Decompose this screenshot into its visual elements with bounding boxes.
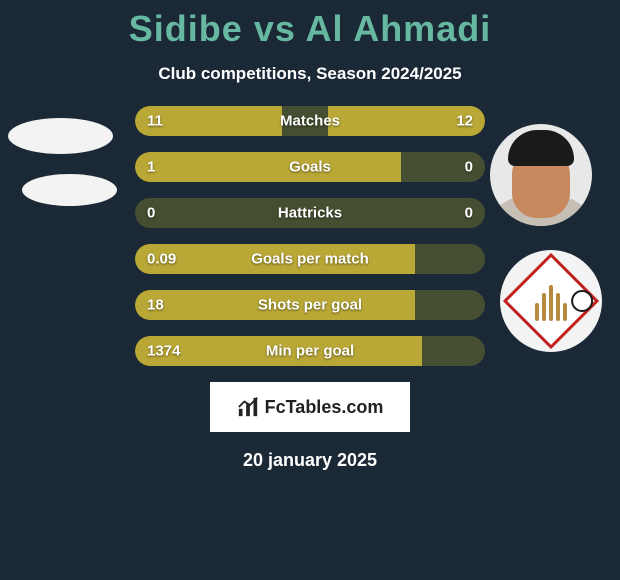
fctables-banner[interactable]: FcTables.com	[210, 382, 410, 432]
stat-label: Shots per goal	[258, 297, 362, 314]
fctables-text: FcTables.com	[265, 397, 384, 418]
stat-label: Goals per match	[251, 251, 369, 268]
stat-label: Hattricks	[278, 205, 342, 222]
date-text: 20 january 2025	[0, 450, 620, 471]
player2-club-badge	[500, 250, 602, 352]
stat-row: 18 Shots per goal	[135, 290, 485, 320]
subtitle: Club competitions, Season 2024/2025	[0, 64, 620, 84]
vs-text: vs	[254, 8, 296, 49]
player2-name: Al Ahmadi	[306, 8, 492, 49]
stat-value-left: 11	[147, 113, 163, 130]
player1-name: Sidibe	[129, 8, 243, 49]
stat-row: 0 0 Hattricks	[135, 198, 485, 228]
stat-row: 0.09 Goals per match	[135, 244, 485, 274]
stat-label: Goals	[289, 159, 331, 176]
stat-value-left: 0.09	[147, 251, 176, 268]
fctables-logo-icon	[237, 396, 259, 418]
stat-value-left: 1	[147, 159, 155, 176]
player1-club-badge	[22, 174, 117, 206]
stat-value-right: 12	[456, 113, 473, 130]
stat-row: 1 0 Goals	[135, 152, 485, 182]
player2-avatar	[490, 124, 592, 226]
stat-row: 1374 Min per goal	[135, 336, 485, 366]
player1-avatar	[8, 118, 113, 154]
page-title: Sidibe vs Al Ahmadi	[0, 0, 620, 50]
stat-value-right: 0	[465, 159, 473, 176]
stat-value-left: 18	[147, 297, 164, 314]
stat-value-left: 1374	[147, 343, 180, 360]
stats-container: 11 12 Matches 1 0 Goals 0 0 Hattricks 0.09 Goals p…	[135, 106, 485, 366]
stat-row: 11 12 Matches	[135, 106, 485, 136]
stat-label: Matches	[280, 113, 340, 130]
stat-bar-left	[135, 152, 401, 182]
stat-value-left: 0	[147, 205, 155, 222]
stat-value-right: 0	[465, 205, 473, 222]
stat-label: Min per goal	[266, 343, 354, 360]
